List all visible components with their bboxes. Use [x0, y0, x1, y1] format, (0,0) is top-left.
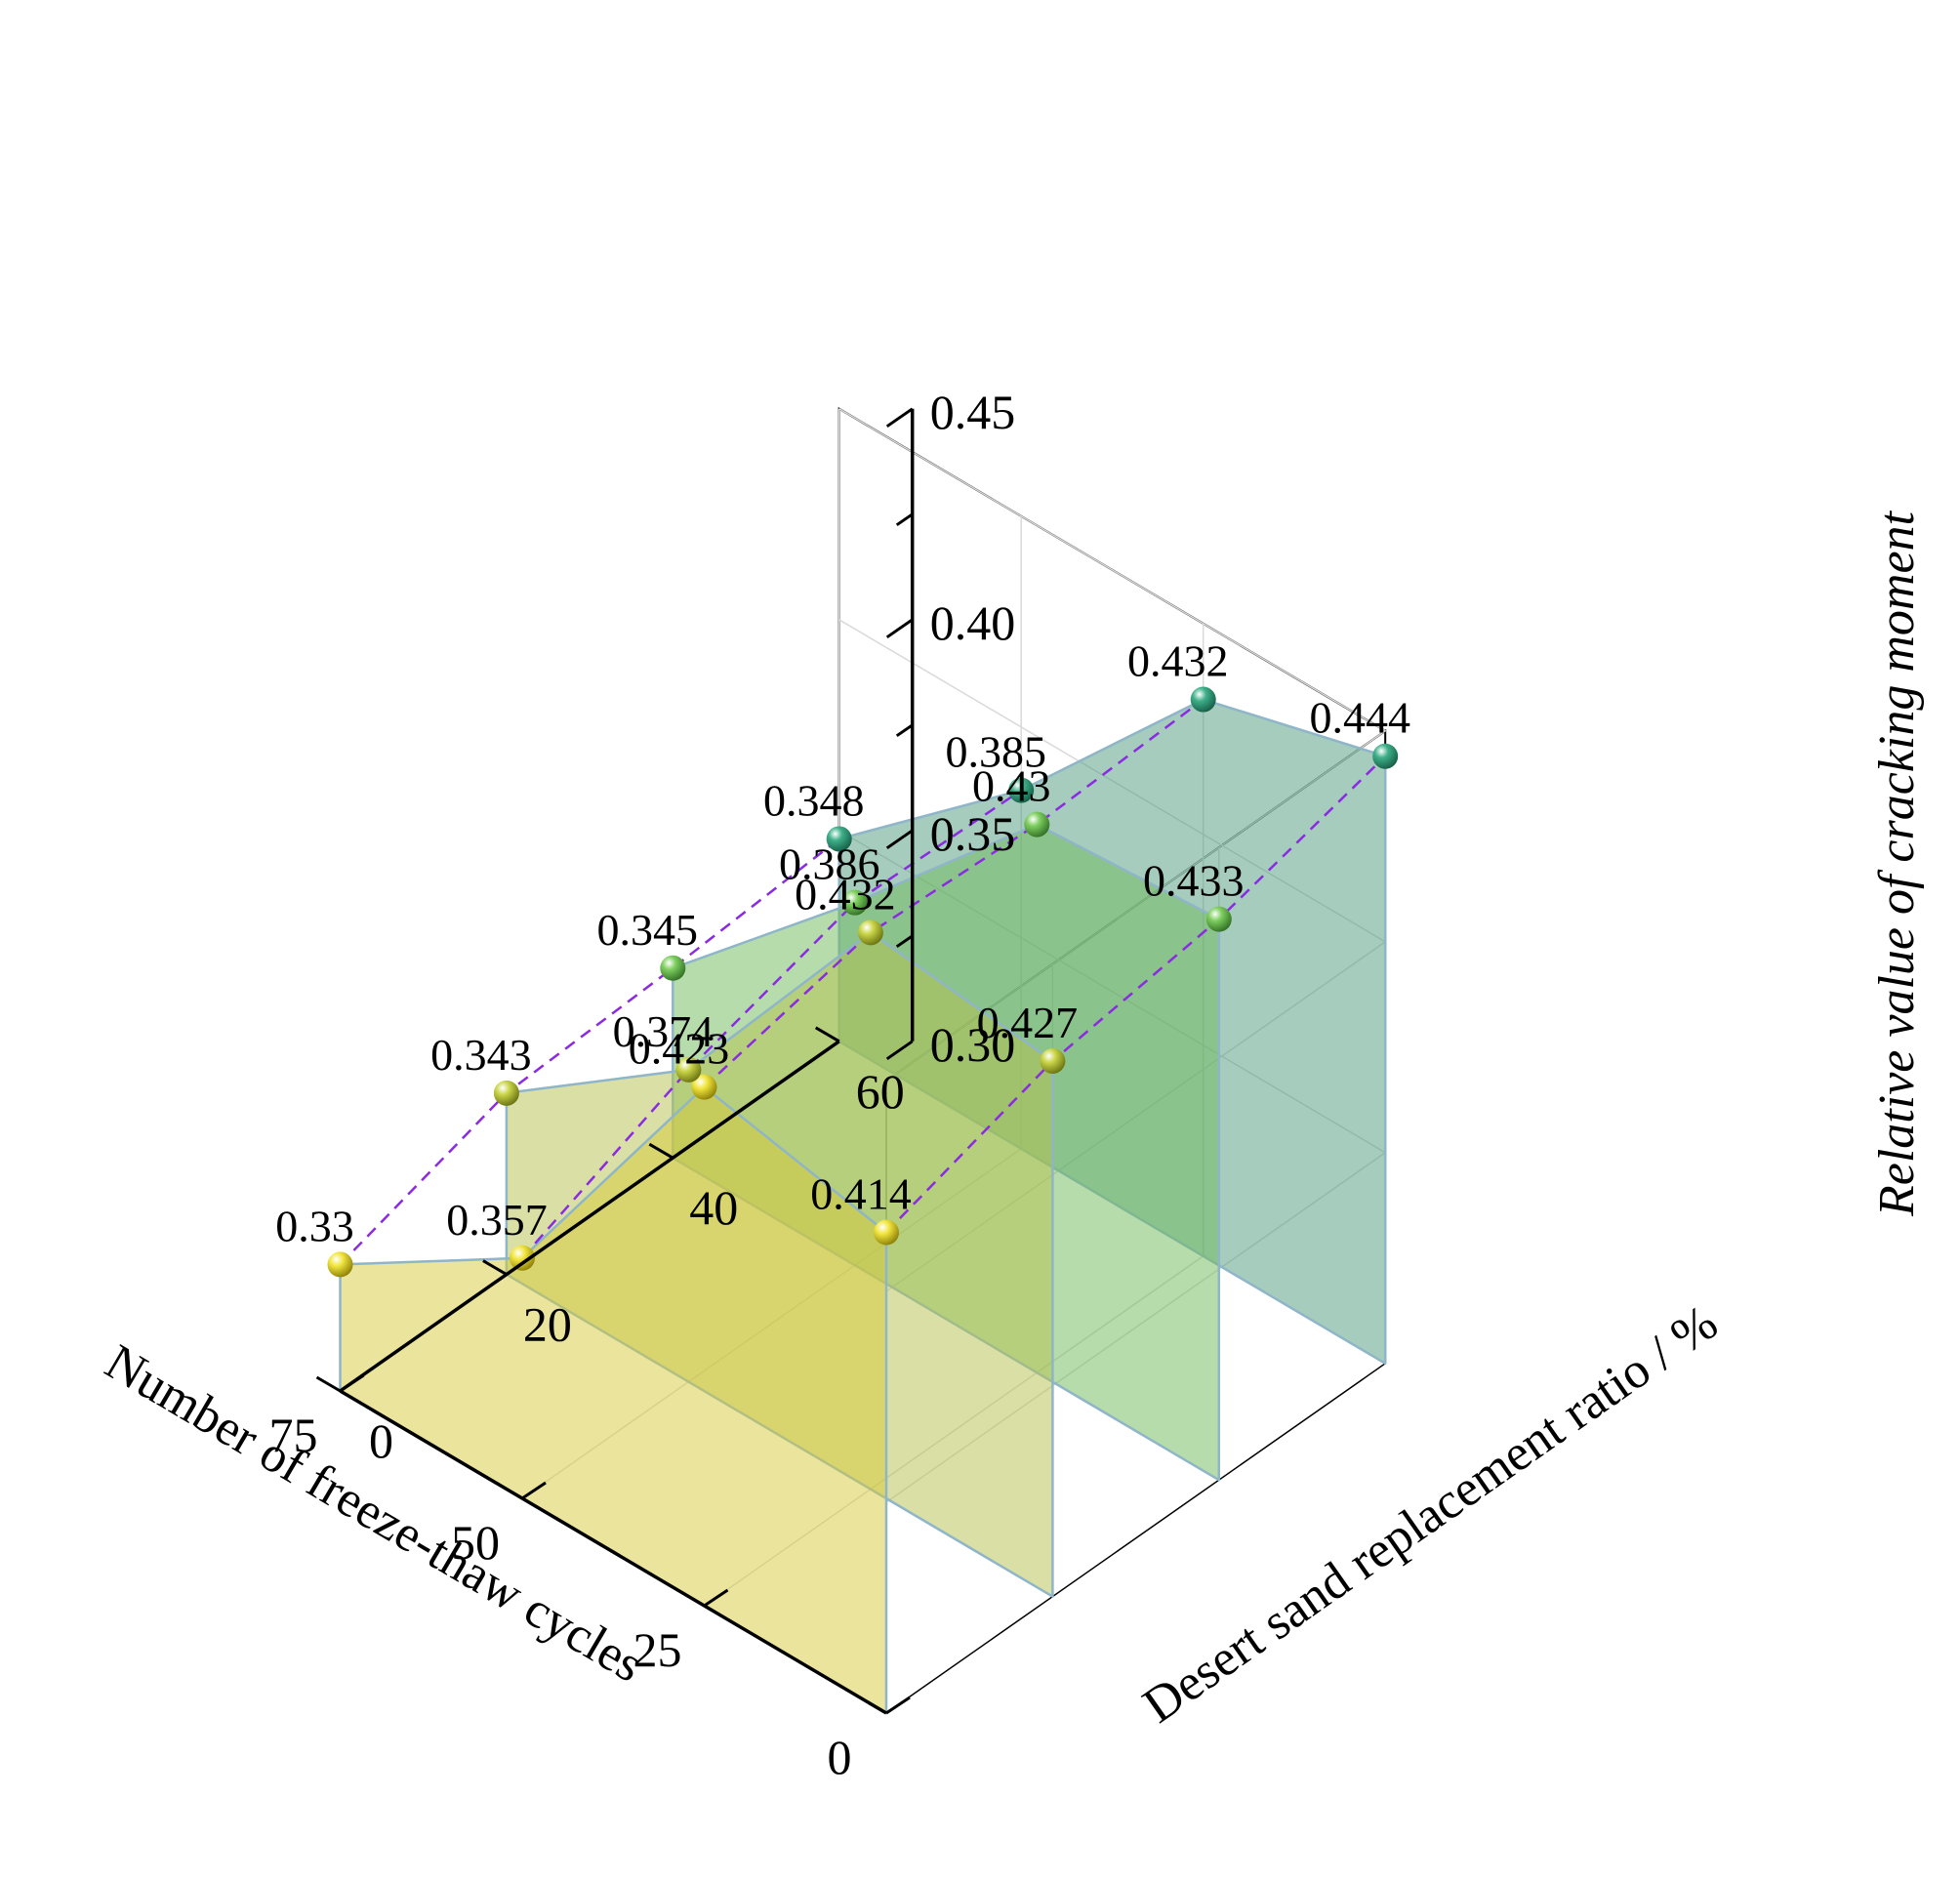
x-tick-3 [339, 1373, 365, 1393]
connector-x-0 [885, 755, 1387, 1234]
x-tick-label-3: 75 [269, 1408, 318, 1462]
y-tick-label-1: 20 [523, 1297, 572, 1352]
x-tick-label-2: 50 [451, 1515, 500, 1570]
data-label-ratio-40-x-50: 0.386 [779, 839, 880, 889]
z-axis-title: Relative value of cracking moment [1869, 510, 1925, 1217]
point-ratio-0-x-75 [327, 1251, 353, 1278]
x-axis-line [339, 1389, 887, 1715]
data-label-ratio-20-x-75: 0.343 [430, 1030, 532, 1080]
ribbon-ratio-0 [339, 1085, 888, 1715]
x-tick-label-0: 0 [828, 1730, 852, 1784]
connector-x-75 [339, 838, 840, 1266]
data-label-ratio-0-x-0: 0.414 [810, 1169, 912, 1219]
z-minor-tick-1 [895, 934, 914, 949]
data-label-ratio-60-x-25: 0.432 [1127, 636, 1229, 686]
z-tick-0 [885, 1040, 914, 1061]
x-tick-1 [703, 1588, 729, 1608]
z-minor-tick-5 [895, 512, 914, 527]
point-ratio-60-x-0 [1372, 743, 1399, 769]
y-tick-1 [482, 1259, 508, 1276]
data-label-ratio-0-x-25: 0.423 [629, 1024, 730, 1074]
y-axis-line [339, 1040, 840, 1393]
point-ratio-0-x-50 [510, 1245, 535, 1271]
data-label-ratio-40-x-25: 0.43 [972, 761, 1051, 811]
y-tick-label-3: 60 [856, 1064, 905, 1119]
y-tick-0 [315, 1375, 342, 1393]
z-tick-4 [885, 618, 914, 639]
point-ratio-20-x-50 [675, 1056, 702, 1083]
data-label-ratio-60-x-50: 0.385 [945, 727, 1046, 777]
data-label-ratio-0-x-75: 0.33 [275, 1201, 354, 1250]
x-tick-label-1: 25 [633, 1622, 682, 1677]
point-ratio-40-x-0 [1205, 906, 1232, 932]
y-tick-label-2: 40 [689, 1180, 738, 1235]
data-label-ratio-20-x-25: 0.432 [795, 869, 896, 919]
point-ratio-60-x-50 [1008, 777, 1035, 803]
data-label-ratio-20-x-50: 0.374 [613, 1006, 715, 1056]
connector-lines [339, 698, 1387, 1266]
point-ratio-40-x-50 [841, 889, 868, 916]
data-label-ratio-60-x-0: 0.444 [1309, 693, 1410, 743]
z-tick-2 [885, 829, 914, 850]
data-label-ratio-40-x-75: 0.345 [597, 905, 699, 955]
connector-x-50 [521, 789, 1022, 1259]
y-axis-title: Desert sand replacement ratio / % [1133, 1294, 1728, 1734]
z-tick-label-0: 0.30 [930, 1017, 1015, 1072]
y-tick-label-0: 0 [369, 1413, 393, 1468]
data-label-ratio-60-x-75: 0.348 [763, 775, 865, 825]
y-tick-3 [814, 1026, 840, 1043]
point-ratio-20-x-25 [857, 920, 883, 946]
x-tick-0 [885, 1696, 911, 1715]
connector-x-25 [703, 698, 1205, 1088]
point-ratio-60-x-25 [1190, 686, 1216, 713]
data-label-ratio-20-x-0: 0.427 [977, 998, 1079, 1047]
x-tick-2 [521, 1481, 547, 1500]
point-ratio-0-x-25 [691, 1074, 717, 1100]
point-ratio-20-x-75 [493, 1080, 519, 1106]
floor-back-edge [885, 1363, 1386, 1714]
z-tick-label-1: 0.35 [930, 806, 1015, 861]
point-ratio-20-x-0 [1040, 1047, 1066, 1074]
axes [315, 407, 915, 1715]
point-ratio-60-x-75 [826, 826, 852, 852]
point-ratio-40-x-25 [1024, 811, 1050, 838]
data-points [327, 686, 1399, 1278]
y-tick-2 [648, 1142, 674, 1160]
point-ratio-0-x-0 [874, 1219, 899, 1246]
z-tick-6 [885, 407, 914, 429]
point-ratio-40-x-75 [660, 955, 686, 981]
data-label-ratio-0-x-50: 0.357 [446, 1195, 548, 1245]
z-minor-tick-3 [895, 723, 914, 738]
data-label-ratio-40-x-0: 0.433 [1143, 856, 1245, 906]
z-tick-label-3: 0.45 [930, 385, 1015, 439]
z-tick-label-2: 0.40 [930, 595, 1015, 650]
